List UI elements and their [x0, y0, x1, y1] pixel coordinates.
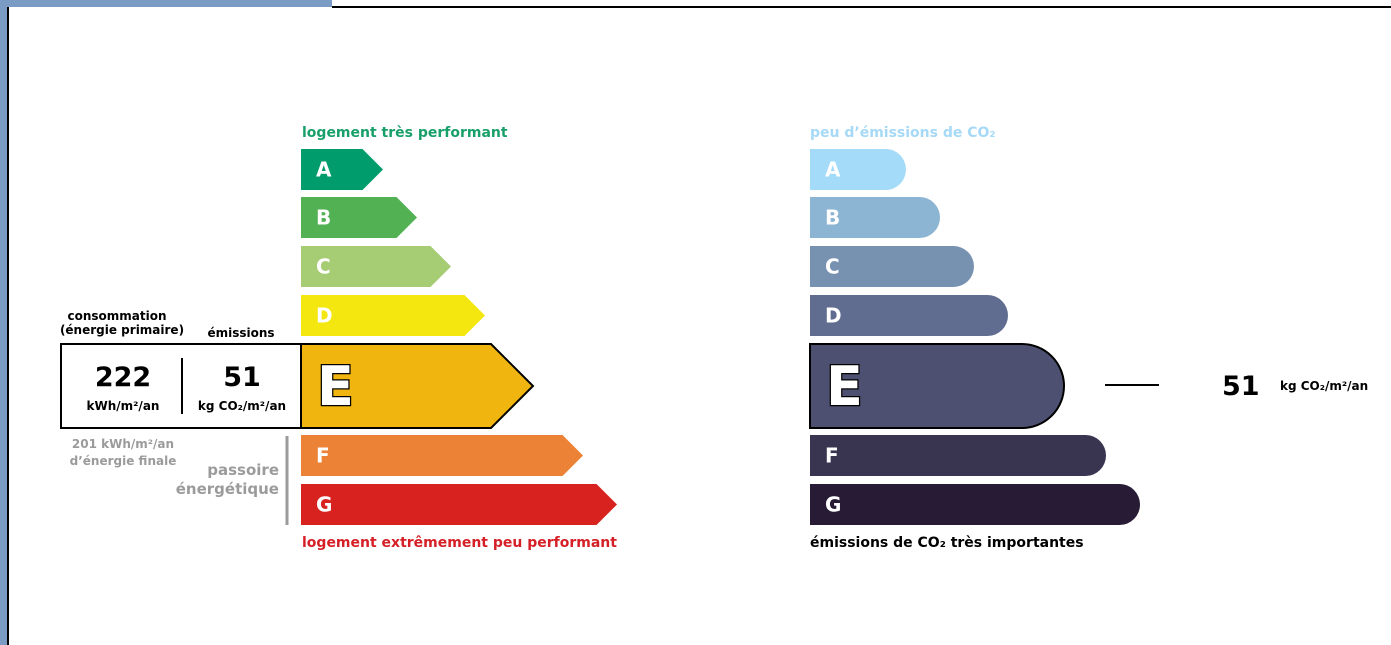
- energy-bottom-label: logement extrêmement peu performant: [302, 535, 617, 551]
- energy-letter-e: E: [317, 355, 354, 418]
- climate-bottom-label: émissions de CO₂ très importantes: [810, 535, 1084, 551]
- climate-letter-c: C: [825, 255, 840, 279]
- climate-bar-c: [810, 246, 974, 287]
- climate-value: 51: [1222, 371, 1260, 402]
- passoire-line2: énergétique: [176, 480, 279, 498]
- climate-letter-d: D: [825, 304, 842, 328]
- climate-bar-e: [809, 343, 1065, 429]
- energy-bar-a: [301, 149, 383, 190]
- climate-letter-e: E: [826, 355, 863, 418]
- final-energy-line2: d’énergie finale: [70, 454, 177, 468]
- consumption-title-line1: consommation: [67, 309, 166, 323]
- climate-bar-f: [810, 434, 1106, 476]
- emissions-value: 51: [223, 362, 261, 393]
- final-energy-line1: 201 kWh/m²/an: [72, 437, 174, 451]
- climate-bar-g: [810, 483, 1140, 525]
- frame-border-top: [332, 6, 1391, 8]
- consumption-box: consommation (énergie primaire) émission…: [60, 309, 302, 429]
- energy-bar-d: [301, 295, 485, 336]
- energy-bar-c: [301, 246, 451, 287]
- climate-bar-b: [810, 197, 940, 238]
- consumption-value: 222: [95, 362, 151, 393]
- energy-bar-f: [301, 435, 583, 476]
- climate-bar-d: [810, 295, 1008, 336]
- consumption-unit: kWh/m²/an: [87, 399, 160, 413]
- consumption-title-line2: (énergie primaire): [60, 323, 184, 337]
- climate-scale: AB C D E F G: [809, 149, 1140, 525]
- energy-bar-g: [301, 484, 617, 525]
- climate-letter-b: B: [825, 206, 840, 230]
- energy-letter-b: B: [316, 206, 331, 230]
- emissions-unit: kg CO₂/m²/an: [198, 399, 286, 413]
- climate-letter-g: G: [825, 493, 841, 517]
- energy-letter-c: C: [316, 255, 331, 279]
- energy-top-label: logement très performant: [302, 125, 508, 141]
- energy-letter-f: F: [316, 444, 330, 468]
- frame-border-left-inner: [7, 7, 9, 645]
- energy-letter-d: D: [316, 304, 333, 328]
- climate-letter-f: F: [825, 444, 839, 468]
- energy-scale: AB C D E F G: [300, 149, 617, 525]
- frame-border-left: [0, 0, 7, 645]
- energy-bar-b: [301, 197, 417, 238]
- climate-letter-a: A: [825, 158, 841, 182]
- emissions-title: émissions: [207, 326, 274, 340]
- frame-corner: [0, 0, 332, 7]
- climate-bar-a: [810, 149, 906, 190]
- passoire-line1: passoire: [207, 461, 279, 479]
- climate-unit: kg CO₂/m²/an: [1280, 379, 1368, 393]
- energy-letter-a: A: [316, 158, 332, 182]
- energy-letter-g: G: [316, 493, 332, 517]
- climate-top-label: peu d’émissions de CO₂: [810, 125, 996, 141]
